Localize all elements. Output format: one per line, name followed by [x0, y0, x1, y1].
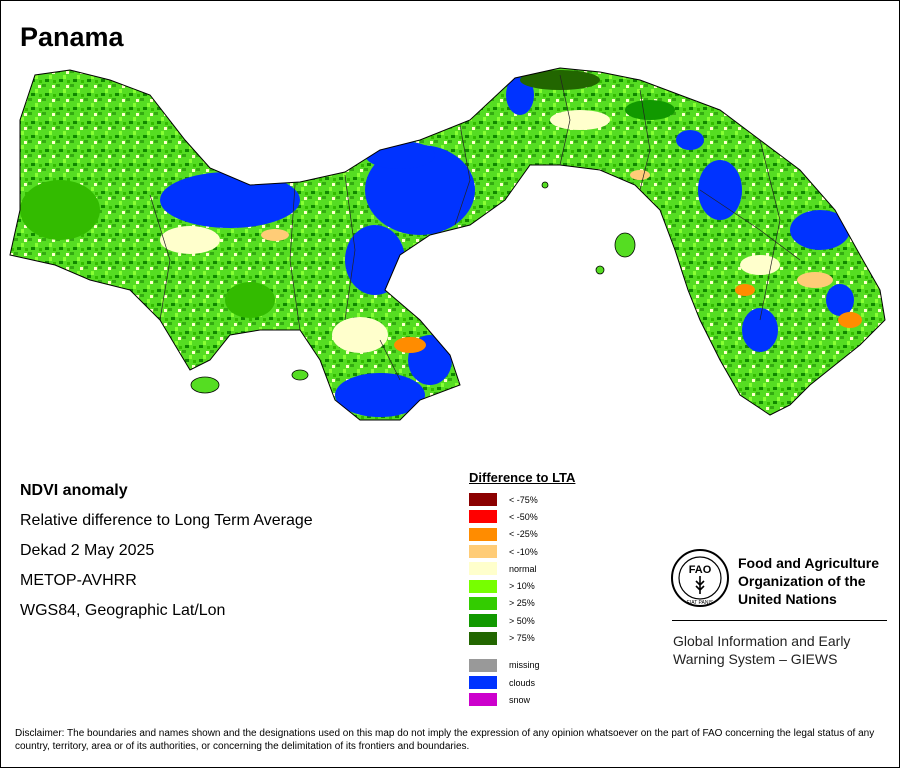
legend-label: > 10%: [509, 581, 535, 592]
legend-item: < -10%: [469, 543, 659, 560]
legend-swatch: [469, 596, 497, 610]
legend-item: < -50%: [469, 508, 659, 525]
legend-label: snow: [509, 694, 531, 705]
legend-swatch: [469, 693, 497, 707]
legend-label: clouds: [509, 677, 536, 688]
legend-label: < -50%: [509, 511, 538, 522]
legend-label: > 25%: [509, 598, 535, 609]
period-label: Dekad 2 May 2025: [20, 542, 155, 559]
disclaimer: Disclaimer: The boundaries and names sho…: [15, 728, 875, 752]
map-info: NDVI anomaly Relative difference to Long…: [20, 476, 313, 626]
legend-swatch: [469, 493, 497, 507]
legend-item: snow: [469, 691, 659, 708]
negative-anomaly-patches: [261, 170, 862, 353]
legend-swatch: [469, 676, 497, 690]
legend-item: > 75%: [469, 629, 659, 646]
legend-swatch: [469, 545, 497, 559]
legend-swatch: [469, 658, 497, 672]
legend-swatch: [469, 562, 497, 576]
legend-classes: < -75% < -50% < -25% < -10% normal > 10% > 25%…: [469, 491, 659, 647]
legend: Difference to LTA < -75% < -50% < -25% < -1…: [469, 470, 659, 709]
legend-swatch: [469, 510, 497, 524]
normal-patches: [160, 110, 780, 353]
legend-label: normal: [509, 563, 537, 574]
legend-item: > 50%: [469, 612, 659, 629]
projection-label: WGS84, Geographic Lat/Lon: [20, 602, 226, 619]
map-title: Panama: [20, 22, 124, 52]
legend-swatch: [469, 631, 497, 645]
legend-item: < -75%: [469, 491, 659, 508]
legend-item: clouds: [469, 674, 659, 691]
legend-item: > 25%: [469, 595, 659, 612]
high-positive-patches: [20, 70, 675, 318]
legend-swatch: [469, 579, 497, 593]
islands: [190, 181, 636, 394]
legend-item: > 10%: [469, 577, 659, 594]
fao-logo-motto: FIAT PANIS: [687, 600, 714, 606]
fao-name: Food and Agriculture Organization of the…: [738, 555, 880, 607]
legend-item: < -25%: [469, 526, 659, 543]
anomaly-map: [9, 67, 886, 421]
admin-boundaries: [149, 74, 801, 381]
legend-other: missing clouds snow: [469, 657, 659, 709]
fao-divider: [672, 620, 887, 621]
landmass: [10, 68, 885, 420]
legend-item: normal: [469, 560, 659, 577]
legend-swatch: [469, 527, 497, 541]
legend-label: < -10%: [509, 546, 538, 557]
legend-label: < -25%: [509, 529, 538, 540]
fao-logo-icon: FAO FIAT PANIS: [671, 549, 729, 607]
giews-label: Global Information and Early Warning Sys…: [673, 633, 851, 667]
sensor-label: METOP-AVHRR: [20, 572, 137, 589]
legend-label: > 50%: [509, 615, 535, 626]
legend-label: > 75%: [509, 633, 535, 644]
legend-label: missing: [509, 660, 540, 671]
legend-swatch: [469, 614, 497, 628]
legend-label: < -75%: [509, 494, 538, 505]
legend-title: Difference to LTA: [469, 470, 576, 485]
product-label: NDVI anomaly: [20, 482, 128, 499]
fao-logo-text: FAO: [689, 564, 712, 576]
legend-item: missing: [469, 657, 659, 674]
description-label: Relative difference to Long Term Average: [20, 512, 313, 529]
coastline: [9, 67, 886, 421]
